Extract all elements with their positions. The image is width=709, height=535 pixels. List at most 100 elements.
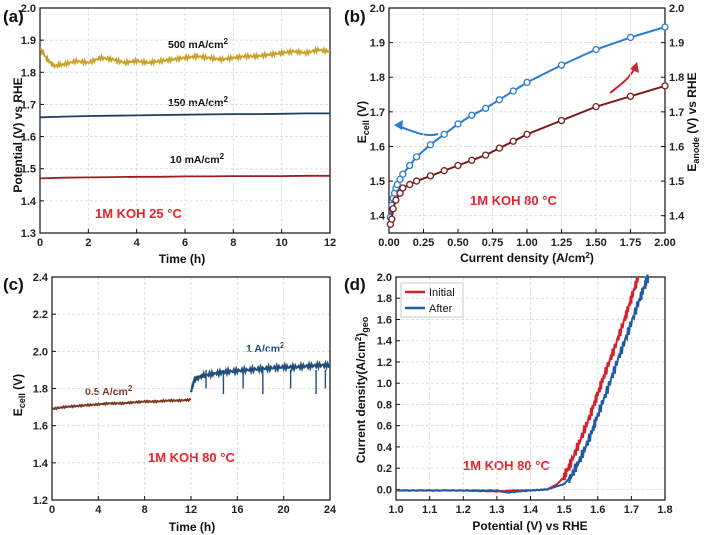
y-tick-label: 1.6: [33, 421, 48, 433]
data-point: [440, 167, 448, 175]
panel-a-annotation: 1M KOH 25 °C: [95, 206, 182, 221]
label-10-text: 10 mA/cm: [170, 154, 220, 166]
legend-after-label: After: [429, 303, 453, 315]
x-tick-label: 1.2: [456, 504, 471, 516]
label-500-text: 500 mA/cm: [168, 39, 223, 51]
data-point: [661, 23, 669, 31]
x-tick-label: 1.3: [489, 504, 504, 516]
data-point: [440, 130, 448, 138]
data-point: [426, 141, 435, 149]
panel-d-annotation: 1M KOH 80 °C: [463, 458, 550, 473]
data-point: [523, 78, 531, 87]
label-05-sup: 2: [128, 384, 133, 393]
data-point: [426, 172, 435, 180]
y-tick-label: 1.8: [377, 293, 392, 305]
data-point: [509, 87, 517, 95]
data-point: [412, 177, 421, 185]
y-tick-label: 2.0: [33, 346, 48, 358]
y-tick-label: 1.2: [33, 495, 48, 507]
data-point: [388, 215, 396, 223]
y-tick-label: 0.2: [377, 463, 392, 475]
arrow-left-icon: [397, 125, 439, 136]
data-point: [592, 45, 600, 54]
data-point: [481, 151, 490, 159]
legend-initial-label: Initial: [429, 287, 455, 299]
y-tick-label: 2.2: [33, 309, 48, 321]
y-tick-label: 1.6: [21, 132, 36, 144]
x-tick-label: 1.00: [516, 237, 537, 249]
plot-frame: [39, 7, 331, 234]
panel-c-xlabel: Time (h): [169, 520, 215, 534]
ylabel-left-end: (V): [355, 101, 369, 120]
data-point: [392, 196, 400, 204]
y-tick-label: 2.0: [377, 272, 392, 284]
x-tick-label: 0: [49, 504, 55, 516]
y-tick-label: 2.0: [21, 3, 36, 15]
x-tick-label: 16: [231, 504, 243, 516]
data-point: [523, 130, 531, 138]
x-tick-label: 1.50: [585, 237, 606, 249]
x-tick-label: 0.25: [413, 237, 434, 249]
y-tick-label: 1.8: [370, 72, 385, 84]
y-tick-label: 1.4: [33, 458, 49, 470]
y-tick-label: 1.7: [370, 107, 385, 119]
plot-frame: [395, 276, 666, 501]
y-tick-label: 1.9: [370, 38, 385, 50]
x-tick-label: 1.4: [523, 504, 539, 516]
panel-a: (a) Potential (V) vs RHE Time (h) 1M KOH…: [3, 3, 336, 266]
x-tick-label: 0.75: [482, 237, 503, 249]
label-1-sup: 2: [280, 341, 285, 350]
y-tick-label-right: 1.4: [669, 211, 685, 223]
x-tick-label: 1.0: [388, 504, 403, 516]
y-tick-label: 1.4: [370, 211, 386, 223]
label-150-text: 150 mA/cm: [168, 97, 223, 109]
x-tick-label: 12: [324, 237, 336, 249]
x-tick-label: 1.6: [590, 504, 605, 516]
x-tick-label: 1.1: [422, 504, 437, 516]
ylabel-c-end: (V): [11, 374, 25, 393]
ylabel-right-end: (V) vs RHE: [685, 72, 699, 137]
y-tick-label: 1.7: [21, 99, 36, 111]
data-point: [468, 111, 476, 119]
panel-b-label: (b): [344, 7, 366, 26]
panel-c-annotation: 1M KOH 80 °C: [148, 450, 235, 465]
data-point: [406, 180, 414, 189]
series-line-E_cell: [389, 26, 666, 218]
panel-a-label-500: 500 mA/cm2: [168, 37, 228, 51]
ylabel-d-sub: geo: [360, 316, 370, 333]
panel-a-label: (a): [3, 7, 24, 26]
y-tick-label: 2.4: [33, 272, 49, 284]
x-tick-label: 1.5: [556, 504, 571, 516]
panel-a-ylabel: Potential (V) vs RHE: [11, 77, 25, 192]
ylabel-left-sub: cell: [361, 120, 371, 135]
arrowhead-left-icon: [394, 120, 403, 130]
y-tick-label-right: 2.0: [669, 3, 684, 15]
plot-frame: [388, 7, 666, 234]
arrowhead-right-icon: [630, 62, 639, 73]
ylabel-d-main: Current density(A/cm: [354, 341, 368, 463]
data-point: [626, 92, 635, 100]
y-tick-label-right: 1.8: [669, 72, 684, 84]
series-line-0.5 A/cm²: [51, 397, 192, 411]
ylabel-left-main: E: [355, 135, 369, 143]
panel-c-label: (c): [3, 275, 24, 294]
panel-c: (c) Ecell (V) Time (h) 1M KOH 80 °C 0.5 …: [3, 272, 337, 534]
data-point: [454, 161, 462, 170]
x-tick-label: 0: [37, 237, 43, 249]
plot-frame: [51, 276, 331, 501]
y-tick-label: 1.3: [21, 228, 36, 240]
data-point: [454, 120, 462, 128]
y-tick-label: 1.8: [21, 67, 36, 79]
panel-d-ylabel: Current density(A/cm2)geo: [354, 316, 370, 463]
y-tick-label: 1.2: [377, 357, 392, 369]
xlabel-b-main: Current density (A/cm: [460, 251, 585, 265]
x-tick-label: 1.7: [624, 504, 639, 516]
x-tick-label: 1.8: [657, 504, 672, 516]
ylabel-d-sup: 2: [354, 336, 363, 341]
panel-c-label-05: 0.5 A/cm2: [85, 384, 133, 398]
arrow-right-icon: [609, 67, 636, 94]
ylabel-c-main: E: [11, 408, 25, 416]
data-point: [626, 33, 635, 42]
y-tick-label-right: 1.6: [669, 141, 684, 153]
y-tick-label: 0.6: [377, 421, 392, 433]
